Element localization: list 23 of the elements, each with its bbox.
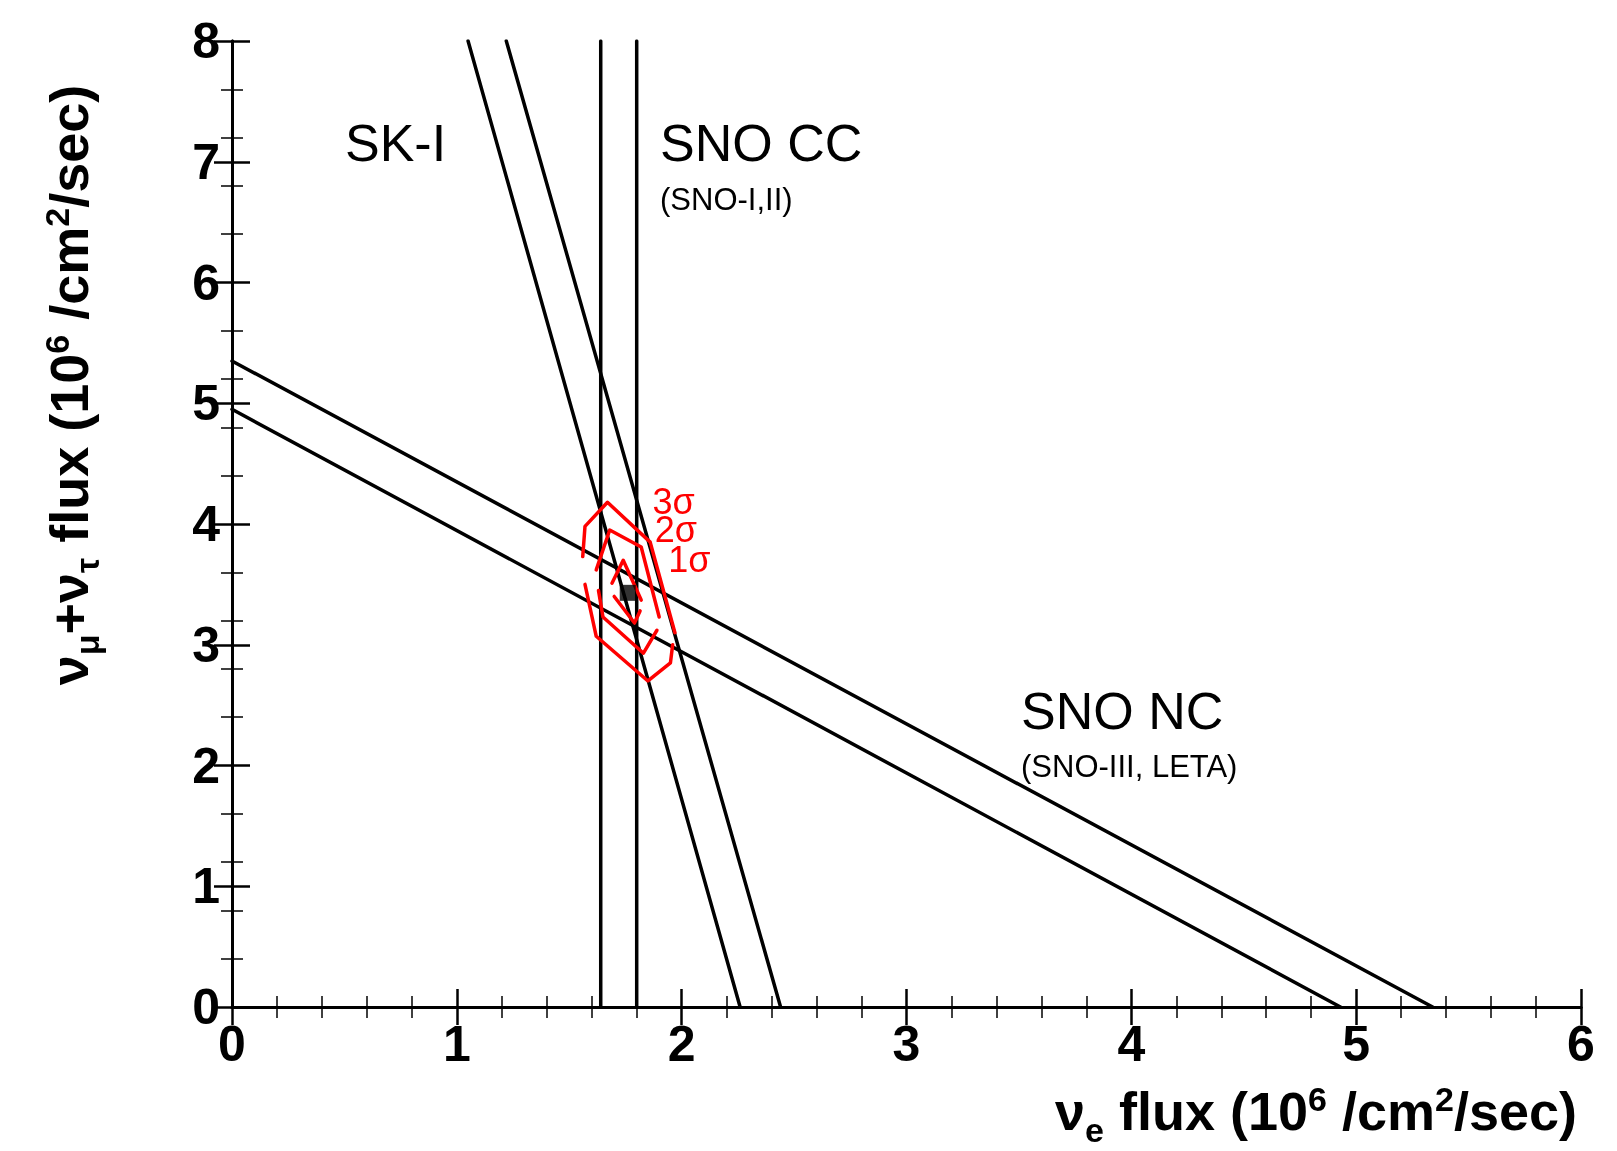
x-tick-label: 4	[1117, 1016, 1146, 1072]
x-tick-label: 6	[1567, 1016, 1595, 1072]
y-tick-label: 0	[192, 979, 220, 1035]
annotation: (SNO-III, LETA)	[1021, 748, 1238, 784]
y-tick-label: 4	[192, 496, 221, 552]
y-tick-label: 3	[192, 616, 220, 673]
y-tick-label: 7	[192, 133, 220, 190]
y-tick-label: 8	[192, 13, 220, 69]
x-tick-label: 3	[892, 1016, 921, 1072]
annotation: SNO NC	[1021, 682, 1224, 740]
y-tick-label: 6	[192, 254, 220, 311]
annotation: (SNO-I,II)	[660, 181, 793, 217]
x-tick-label: 5	[1342, 1016, 1371, 1072]
x-tick-label: 2	[667, 1016, 696, 1072]
y-tick-label: 2	[192, 737, 220, 794]
line-series	[583, 582, 675, 683]
x-tick-label: 1	[442, 1016, 471, 1072]
x-axis-title: ν$_{e}$ flux (10$^{6}$ /cm$^{2}$/sec)	[1054, 1080, 1577, 1149]
annotation: SK-I	[345, 114, 447, 172]
line-series	[596, 588, 659, 655]
annotation: SNO CC	[660, 114, 863, 172]
y-tick-label: 5	[192, 375, 220, 432]
y-tick-label: 1	[192, 858, 220, 915]
